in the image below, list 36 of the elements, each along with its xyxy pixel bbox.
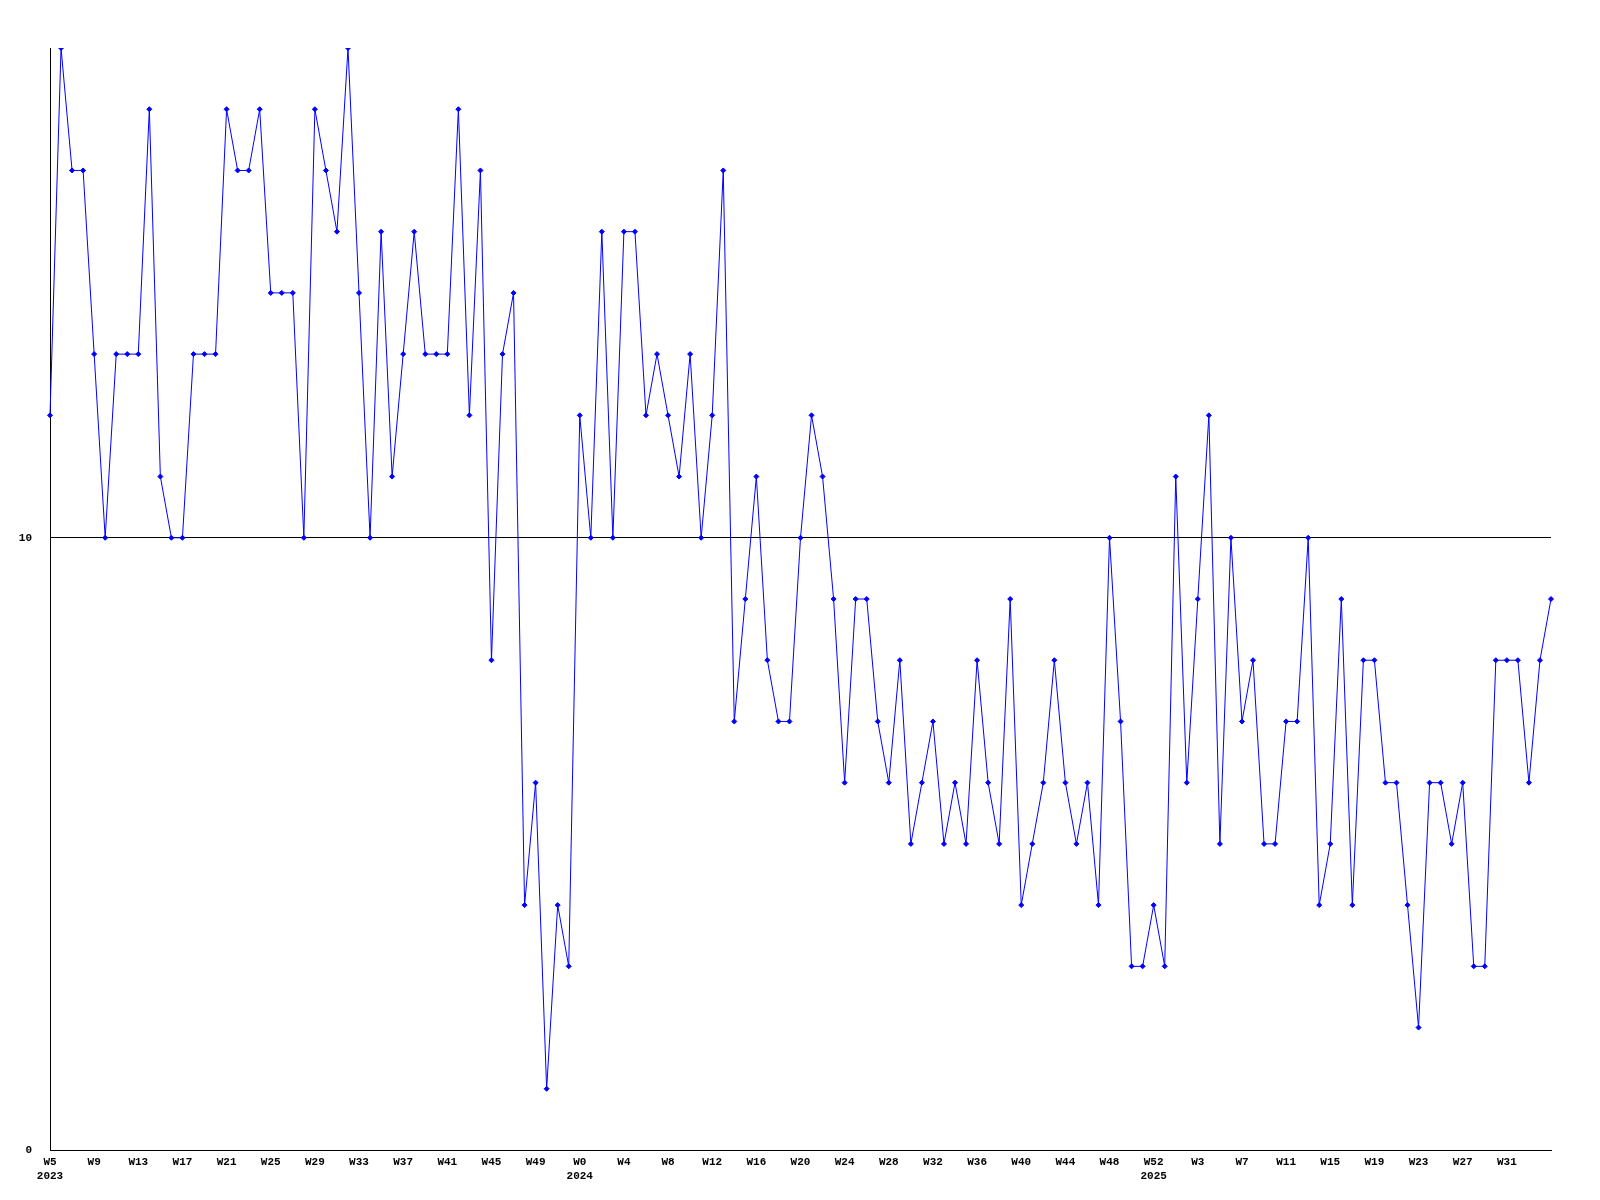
x-tick-label: W44 <box>1055 1156 1076 1169</box>
x-tick-label: W12 <box>702 1156 723 1169</box>
x-tick-label: W24 <box>834 1156 855 1169</box>
x-tick-label: W49 <box>525 1156 546 1169</box>
x-tick-label: W19 <box>1364 1156 1385 1169</box>
x-tick-label: W37 <box>393 1156 414 1169</box>
x-tick-label: W31 <box>1496 1156 1518 1169</box>
x-tick-label: W0 2024 <box>566 1156 594 1182</box>
x-tick-label: W25 <box>260 1156 282 1169</box>
x-tick-label: W33 <box>349 1156 370 1169</box>
x-tick-label: W13 <box>128 1156 149 1169</box>
x-tick-label: W4 <box>617 1156 631 1169</box>
x-tick-label: W3 <box>1191 1156 1205 1169</box>
x-tick-label: W11 <box>1276 1156 1297 1169</box>
x-tick-label: W17 <box>172 1156 193 1169</box>
x-tick-label: W27 <box>1452 1156 1473 1169</box>
x-tick-label: W36 <box>967 1156 987 1169</box>
x-tick-label: W52 2025 <box>1140 1156 1168 1182</box>
x-tick-label: W15 <box>1320 1156 1341 1169</box>
x-tick-label: W40 <box>1011 1156 1032 1169</box>
x-tick-label: W41 <box>437 1156 458 1169</box>
x-tick-label: W45 <box>481 1156 502 1169</box>
x-tick-label: W21 <box>216 1156 237 1169</box>
x-tick-label: W7 <box>1235 1156 1249 1169</box>
x-tick-label: W28 <box>878 1156 900 1169</box>
x-tick-label: W9 <box>87 1156 101 1169</box>
x-tick-label: W48 <box>1099 1156 1120 1169</box>
y-tick-label: 10 <box>18 531 32 544</box>
x-tick-label: W23 <box>1408 1156 1429 1169</box>
x-tick-label: W5 2023 <box>36 1156 64 1182</box>
x-tick-label: W8 <box>661 1156 676 1169</box>
x-tick-label: W32 <box>923 1156 943 1169</box>
x-tick-label: W20 <box>790 1156 811 1169</box>
x-tick-label: W29 <box>304 1156 325 1169</box>
x-tick-label: W16 <box>746 1156 767 1169</box>
y-tick-label: 0 <box>25 1143 32 1156</box>
